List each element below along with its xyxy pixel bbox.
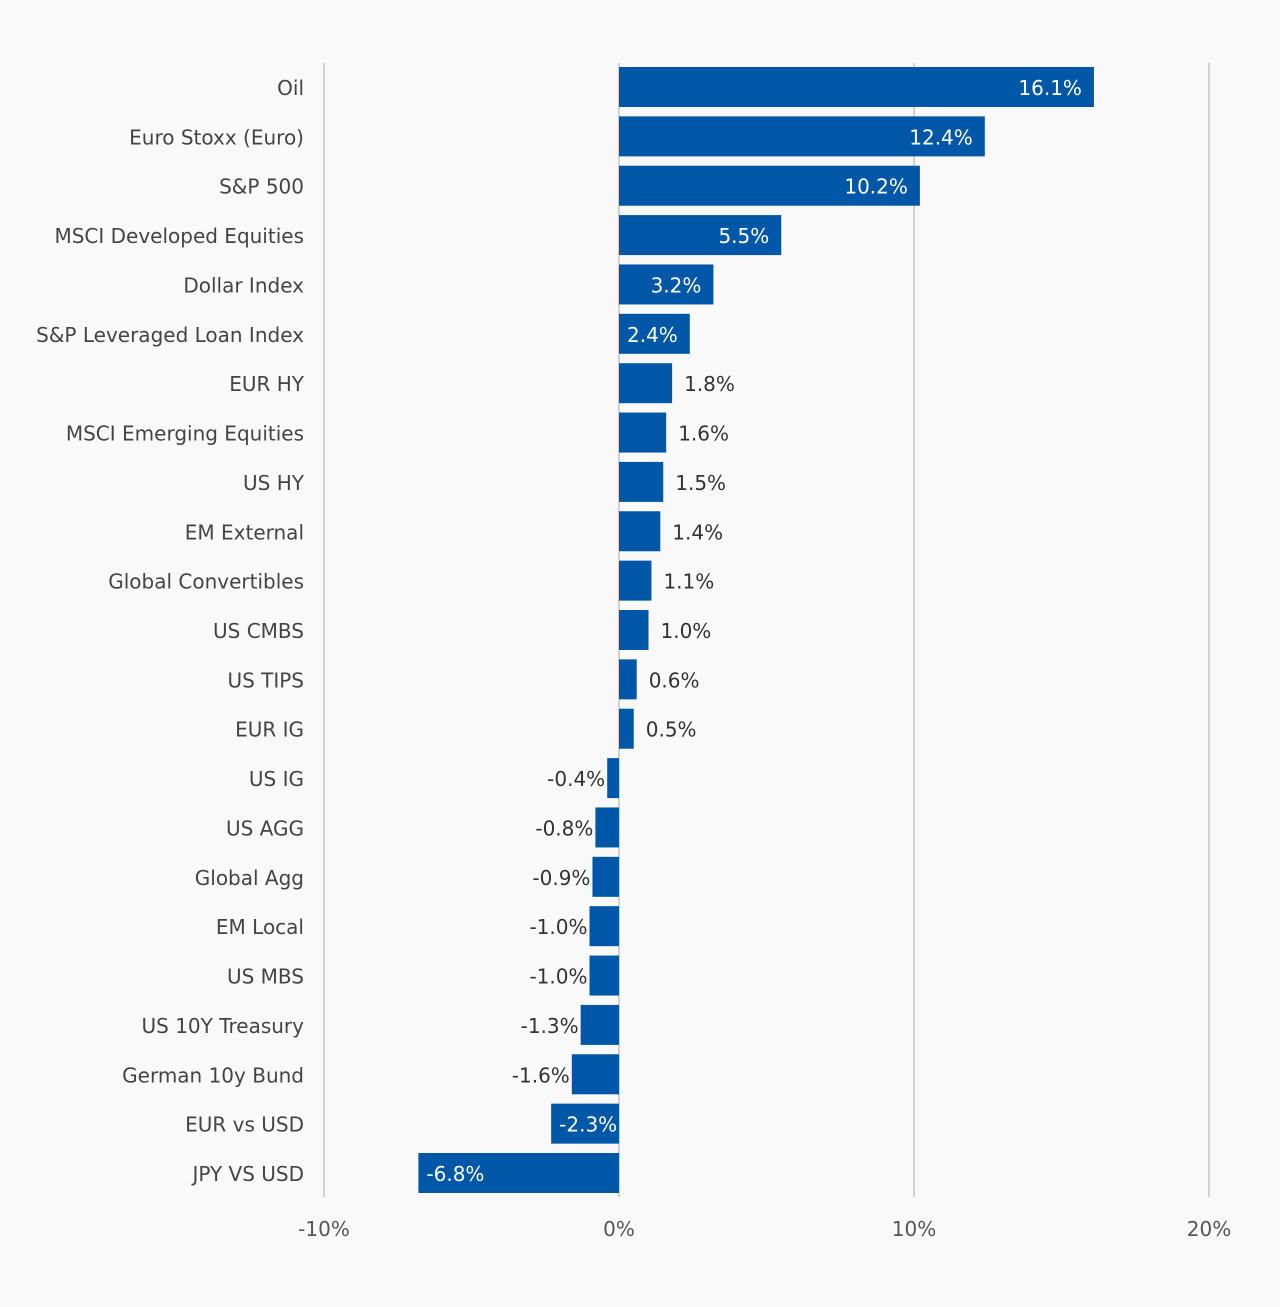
bar xyxy=(619,215,782,256)
x-tick-label: 10% xyxy=(892,1217,936,1241)
category-label: EM Local xyxy=(216,915,304,939)
bar xyxy=(619,659,637,700)
bar xyxy=(580,1004,619,1045)
category-label: US MBS xyxy=(227,965,304,989)
category-label: German 10y Bund xyxy=(122,1063,304,1087)
bar xyxy=(619,412,667,453)
data-label: 1.4% xyxy=(672,520,723,544)
data-label: 3.2% xyxy=(651,273,702,297)
category-label: S&P Leveraged Loan Index xyxy=(36,323,304,347)
data-label: 1.0% xyxy=(661,619,712,643)
data-label: 0.5% xyxy=(646,718,697,742)
category-label: Euro Stoxx (Euro) xyxy=(129,125,304,149)
category-label: Oil xyxy=(277,76,304,100)
data-label: 10.2% xyxy=(844,175,908,199)
data-label: 5.5% xyxy=(718,224,769,248)
bar xyxy=(619,165,920,206)
bar xyxy=(589,906,619,947)
category-label: EUR vs USD xyxy=(185,1113,304,1137)
data-label: -1.0% xyxy=(529,965,587,989)
data-label: 16.1% xyxy=(1018,76,1082,100)
data-label: -1.6% xyxy=(512,1063,570,1087)
data-label: -0.4% xyxy=(547,767,605,791)
category-label: US TIPS xyxy=(227,668,304,692)
bar xyxy=(619,708,634,749)
data-label: -2.3% xyxy=(559,1113,617,1137)
data-label: 1.1% xyxy=(663,570,714,594)
category-label: Dollar Index xyxy=(183,273,304,297)
bar xyxy=(592,856,619,897)
bar xyxy=(619,67,1094,107)
category-label: MSCI Developed Equities xyxy=(54,224,304,248)
data-label: 2.4% xyxy=(627,323,678,347)
category-label: JPY VS USD xyxy=(190,1162,304,1186)
x-tick-label: 0% xyxy=(603,1217,635,1241)
x-tick-label: -10% xyxy=(298,1217,350,1241)
category-label: US CMBS xyxy=(213,619,304,643)
category-label: Global Convertibles xyxy=(108,570,304,594)
bar xyxy=(619,560,652,601)
x-tick-label: 20% xyxy=(1187,1217,1231,1241)
bar xyxy=(589,955,619,996)
category-label: Global Agg xyxy=(195,866,304,890)
category-label: US AGG xyxy=(226,816,304,840)
data-label: 12.4% xyxy=(909,125,973,149)
bar xyxy=(619,313,690,354)
data-label: -1.0% xyxy=(529,915,587,939)
data-label: 1.6% xyxy=(678,422,729,446)
category-label: US 10Y Treasury xyxy=(142,1014,305,1038)
category-label: EM External xyxy=(185,520,304,544)
data-label: 1.8% xyxy=(684,372,735,396)
bar xyxy=(551,1103,619,1144)
category-label: S&P 500 xyxy=(219,175,304,199)
bar xyxy=(571,1054,619,1095)
bar xyxy=(607,758,619,799)
data-label: 1.5% xyxy=(675,471,726,495)
bar xyxy=(418,1153,619,1193)
category-label: EUR HY xyxy=(229,372,305,396)
category-label: US HY xyxy=(243,471,305,495)
bar xyxy=(595,807,619,848)
data-label: -1.3% xyxy=(521,1014,579,1038)
category-label: MSCI Emerging Equities xyxy=(66,422,304,446)
category-label: EUR IG xyxy=(235,718,304,742)
category-label: US IG xyxy=(249,767,304,791)
data-label: -0.9% xyxy=(532,866,590,890)
bar xyxy=(619,363,673,404)
bar xyxy=(619,610,649,650)
bar xyxy=(619,461,664,502)
bar xyxy=(619,116,985,157)
bar xyxy=(619,264,714,305)
data-label: -6.8% xyxy=(426,1162,484,1186)
data-label: 0.6% xyxy=(649,668,700,692)
bar xyxy=(619,511,661,552)
data-label: -0.8% xyxy=(535,816,593,840)
